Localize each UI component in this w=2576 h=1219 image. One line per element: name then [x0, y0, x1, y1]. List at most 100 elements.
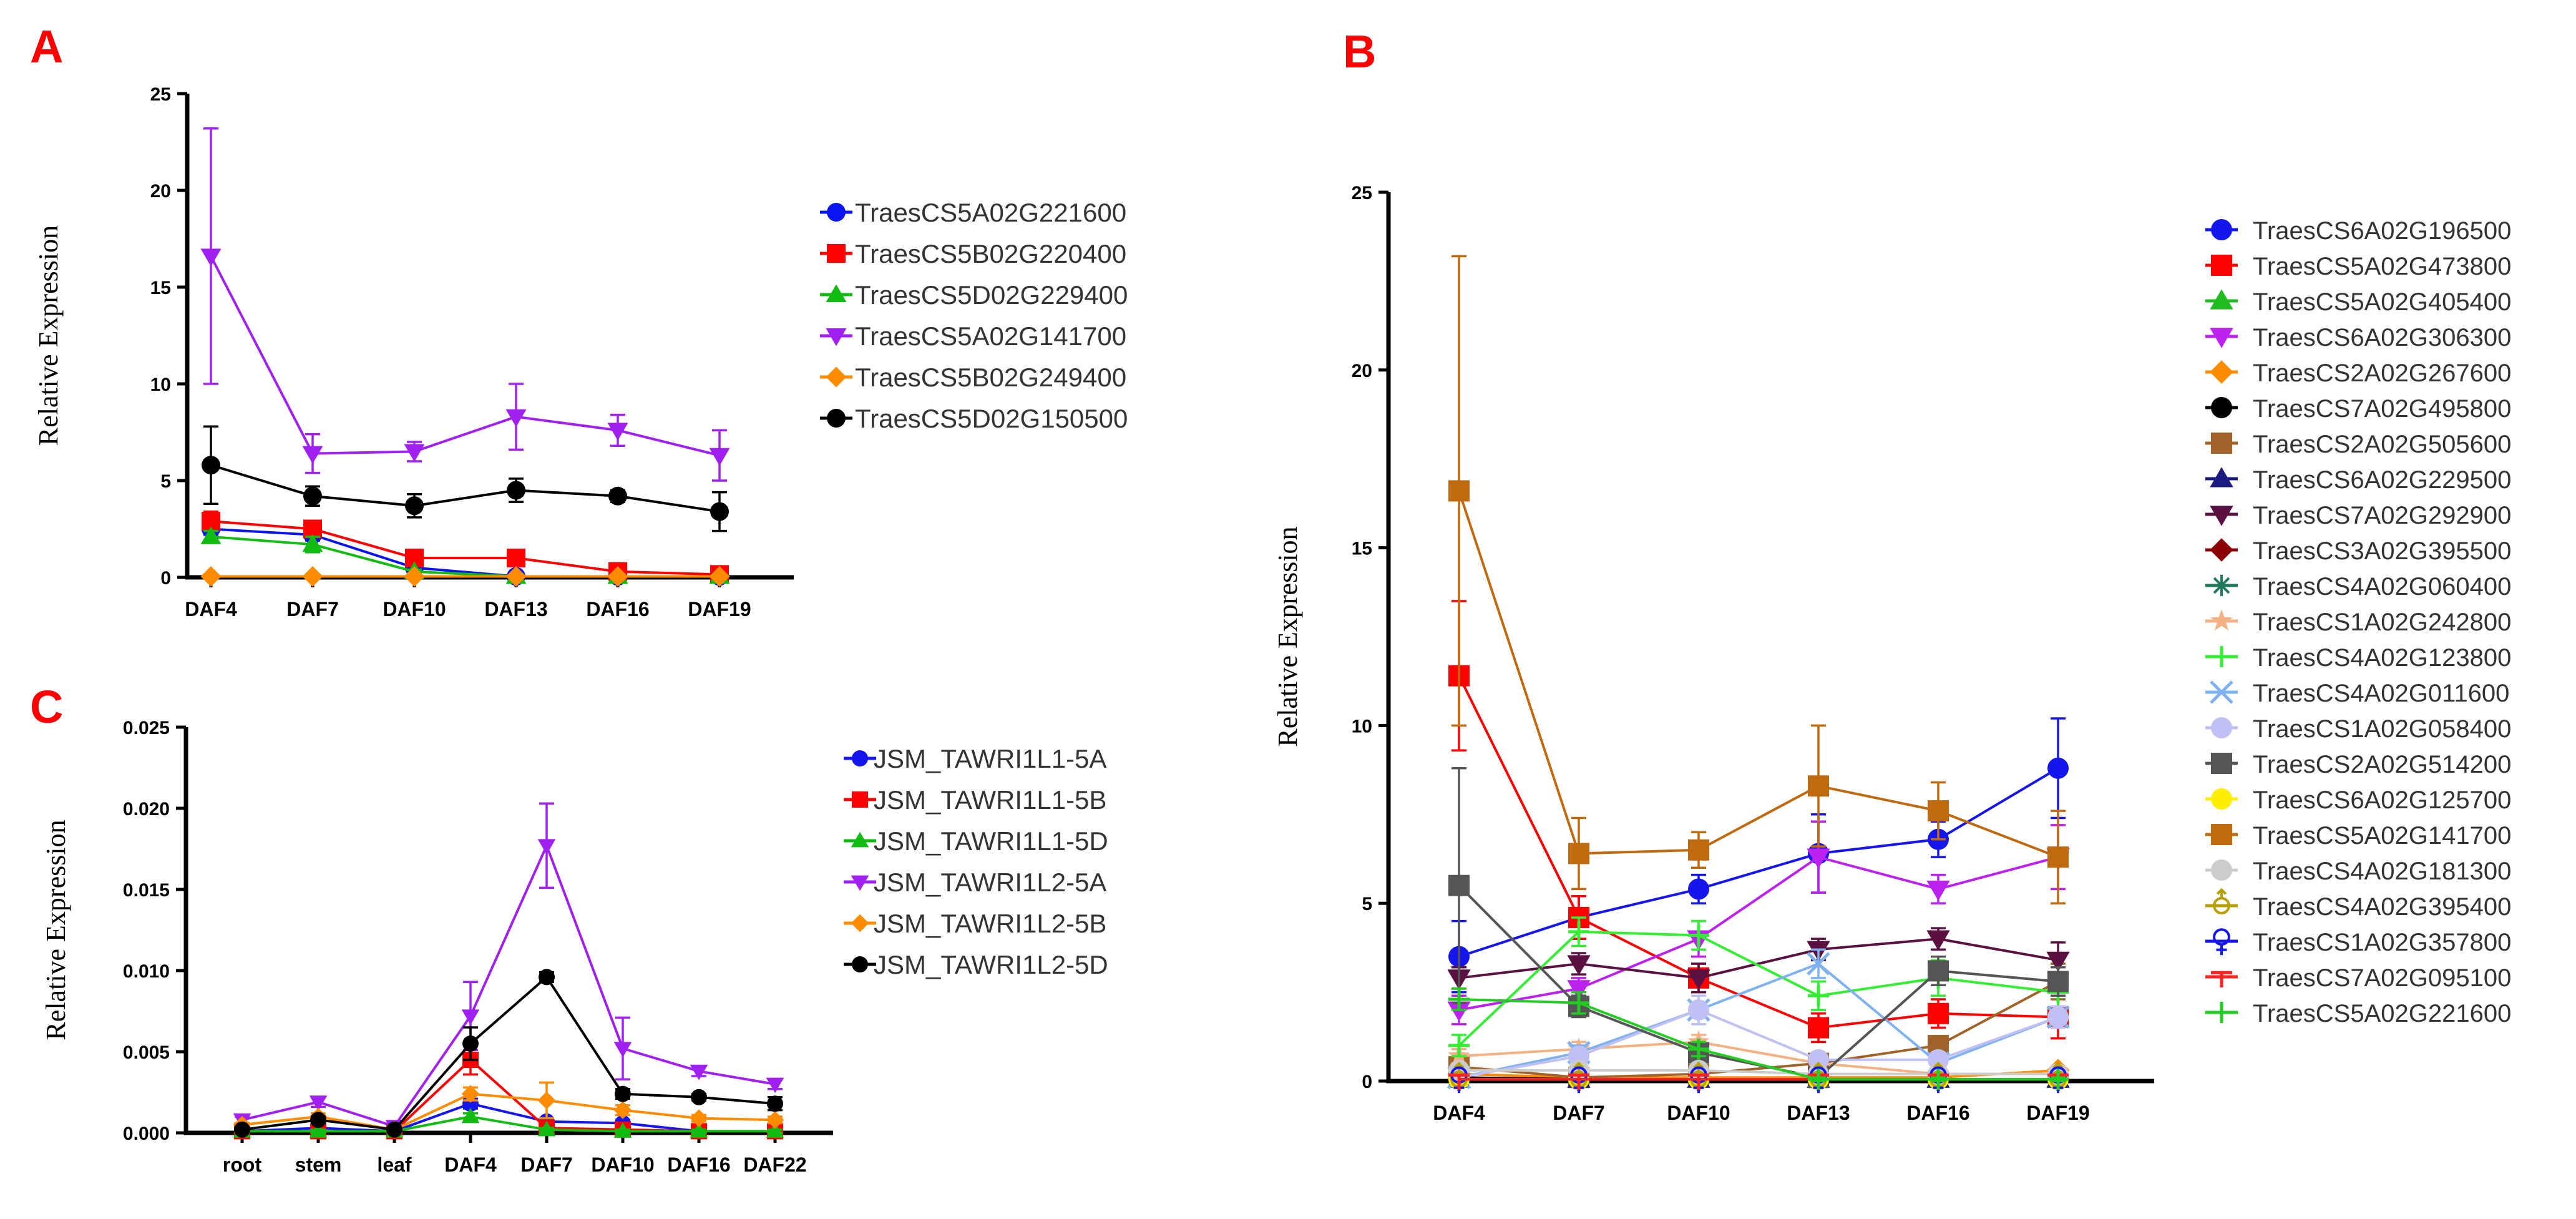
chart-a-point — [302, 565, 323, 587]
chart-b-line-traescs5a02g221600 — [1458, 997, 2058, 1081]
chart-a-xtick-label: DAF16 — [586, 598, 649, 620]
chart-b-legend-label: TraesCS5A02G473800 — [2253, 253, 2511, 280]
chart-panel-c: 0.000 0.005 0.010 0.015 0.020 0.025 root stem le… — [41, 718, 1108, 1176]
chart-b-line-traescs4a02g123800 — [1458, 930, 2059, 1047]
chart-b-point — [1807, 848, 1830, 869]
chart-b-legend-label: TraesCS4A02G395400 — [2253, 893, 2511, 921]
chart-c-point — [690, 1122, 708, 1138]
chart-b-xtick-label: DAF16 — [1906, 1102, 1969, 1124]
chart-c-point — [690, 1064, 708, 1080]
chart-c-legend-marker — [852, 956, 868, 972]
chart-a-ytick-label: 25 — [150, 84, 171, 105]
chart-b-ylabel: Relative Expression — [1272, 526, 1303, 747]
chart-a-point — [505, 409, 527, 428]
chart-b-legend-marker — [2213, 928, 2230, 956]
chart-c-legend-marker — [852, 750, 868, 766]
chart-b-legend-label: TraesCS5A02G141700 — [2253, 822, 2511, 849]
chart-b-legend-label: TraesCS4A02G181300 — [2253, 858, 2511, 885]
chart-a-point — [404, 444, 425, 462]
chart-a-legend-marker — [827, 409, 846, 428]
chart-c-legend-label: JSM_TAWRI1L2-5D — [874, 950, 1108, 979]
chart-b-point — [1928, 960, 1949, 982]
chart-c-ytick-label: 0.000 — [123, 1124, 170, 1144]
chart-b-xtick-label: DAF13 — [1787, 1102, 1850, 1124]
chart-c-point — [767, 1095, 783, 1112]
chart-b-point — [2047, 1006, 2069, 1028]
chart-b-legend-label: TraesCS6A02G196500 — [2253, 217, 2511, 245]
chart-c-xtick-label: DAF10 — [591, 1153, 654, 1176]
chart-b-line-traescs5a02g141700 — [1458, 490, 2059, 859]
chart-c-legend-label: JSM_TAWRI1L2-5B — [874, 909, 1106, 938]
chart-a-xtick-label: DAF4 — [185, 598, 237, 620]
chart-b-legend-marker — [2211, 433, 2232, 454]
chart-c-xtick-label: DAF16 — [667, 1153, 730, 1176]
chart-a-point — [607, 565, 628, 587]
chart-b-legend-marker — [2211, 219, 2232, 240]
chart-a-xtick-label: DAF19 — [688, 598, 751, 620]
chart-a-legend-label: TraesCS5A02G221600 — [855, 198, 1126, 227]
chart-a-point — [302, 446, 323, 464]
chart-panel-b: 0 5 10 15 20 25 DAF4 DAF7 DAF10 DAF13 DAF16 DAF19 Re… — [1272, 183, 2511, 1124]
chart-a-legend-label: TraesCS5B02G249400 — [855, 363, 1126, 392]
chart-a-xtick-label: DAF10 — [383, 598, 446, 620]
chart-b-legend-label: TraesCS6A02G306300 — [2253, 324, 2511, 351]
chart-c-legend-label: JSM_TAWRI1L1-5D — [874, 826, 1108, 856]
chart-b-xtick-label: DAF19 — [2026, 1102, 2089, 1124]
chart-b-ytick-label: 25 — [1352, 183, 1372, 203]
chart-a-point — [607, 423, 628, 441]
chart-b-point — [1807, 952, 1830, 976]
chart-b-ytick-label: 10 — [1352, 716, 1372, 737]
chart-c-legend-label: JSM_TAWRI1L2-5A — [874, 868, 1106, 897]
panel-letter-a: A — [30, 21, 63, 72]
chart-c-point — [613, 1101, 632, 1119]
chart-b-point — [1928, 800, 1949, 822]
chart-b-point — [2047, 1069, 2069, 1090]
chart-c-point — [766, 1122, 784, 1138]
chart-a-legend-marker — [826, 328, 847, 346]
chart-c-point — [310, 1112, 326, 1128]
chart-b-legend-label: TraesCS1A02G058400 — [2253, 715, 2511, 743]
chart-a-legend-marker — [826, 284, 847, 302]
chart-b-legend-label: TraesCS3A02G395500 — [2253, 537, 2511, 565]
chart-c-point — [461, 1009, 480, 1026]
chart-a-point — [200, 526, 222, 544]
chart-a-legend-label: TraesCS5A02G141700 — [855, 321, 1126, 351]
chart-b-point — [1687, 969, 1710, 990]
chart-b-legend-marker — [2211, 753, 2232, 774]
chart-b-legend-label: TraesCS4A02G123800 — [2253, 644, 2511, 672]
chart-b-legend-marker — [2211, 575, 2232, 596]
chart-b-legend-label: TraesCS1A02G242800 — [2253, 609, 2511, 636]
chart-c-point — [461, 1107, 480, 1124]
chart-a-point — [507, 549, 525, 567]
chart-b-legend-marker — [2211, 397, 2232, 418]
chart-b-legend-label: TraesCS2A02G505600 — [2253, 431, 2511, 458]
chart-a-line-traescs5d02g229400 — [210, 535, 720, 578]
chart-b-axes — [1386, 192, 2154, 1084]
chart-c-point — [691, 1089, 707, 1105]
chart-b-point — [2047, 971, 2069, 992]
chart-c-line-jsm-tawri1l2-5a — [242, 842, 776, 1128]
chart-b-line-traescs6a02g306300 — [1458, 855, 2059, 1012]
chart-b-legend-marker — [2210, 609, 2233, 631]
chart-b-legend-label: TraesCS6A02G229500 — [2253, 466, 2511, 494]
chart-a-point — [507, 481, 525, 500]
chart-b-legend-label: TraesCS4A02G060400 — [2253, 573, 2511, 600]
panel-letter-b: B — [1343, 26, 1376, 77]
chart-a-ylabel: Relative Expression — [33, 225, 64, 446]
chart-b-point — [1448, 480, 1470, 502]
chart-c-ytick-label: 0.025 — [123, 718, 170, 738]
chart-b-line-traescs2a02g505600 — [1458, 980, 2059, 1079]
chart-b-ytick-label: 0 — [1362, 1072, 1372, 1092]
chart-b-point — [1447, 1001, 1471, 1022]
chart-b-xtick-label: DAF4 — [1433, 1102, 1485, 1124]
chart-panel-a: 0 5 10 15 20 25 DAF4 DAF7 DAF10 DAF13 DAF16 DAF19 Re… — [33, 84, 1128, 620]
chart-c-point — [766, 1110, 784, 1129]
chart-b-series-traescs5a02g141700 — [1448, 255, 2069, 904]
chart-a-ytick-label: 15 — [150, 278, 171, 298]
chart-b-point — [1688, 1038, 1709, 1060]
chart-a-axes — [185, 94, 794, 580]
chart-c-legend-label: JSM_TAWRI1L1-5B — [874, 785, 1106, 815]
chart-c-legend-marker — [851, 831, 869, 848]
chart-c-point — [461, 1085, 480, 1103]
chart-c-xtick-label: stem — [295, 1153, 342, 1176]
